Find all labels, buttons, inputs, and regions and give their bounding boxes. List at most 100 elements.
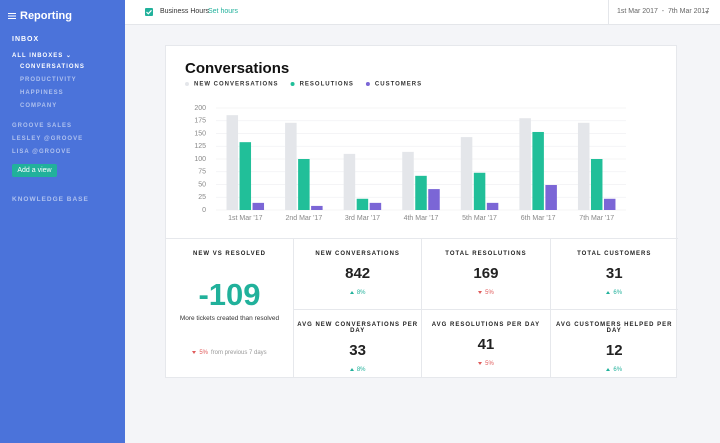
- bar: [473, 172, 486, 210]
- bar: [415, 175, 427, 210]
- y-tick-label: 25: [198, 194, 206, 201]
- stat-cell: AVG NEW CONVERSATIONS PER DAY 33 8%: [293, 309, 422, 378]
- bar: [486, 202, 499, 210]
- summary-cell: NEW VS RESOLVED -109 More tickets created …: [166, 238, 293, 378]
- x-tick-label: 2nd Mar '17: [285, 215, 322, 222]
- trend-arrow: [192, 350, 197, 354]
- bar: [311, 205, 323, 210]
- change: 6%: [551, 367, 678, 373]
- app-title: Reporting: [20, 10, 72, 22]
- inbox-filter-label: ALL INBOXES: [12, 53, 64, 59]
- change: 5% from previous 7 days: [166, 350, 293, 356]
- stat-value: 842: [345, 265, 371, 282]
- x-tick-label: 4th Mar '17: [404, 215, 439, 222]
- y-tick-label: 200: [194, 105, 206, 112]
- stat-label: AVG NEW CONVERSATIONS PER DAY: [297, 322, 419, 334]
- bar: [460, 137, 473, 210]
- legend-dot: [290, 82, 295, 86]
- bar: [285, 122, 297, 210]
- stat-cell: TOTAL RESOLUTIONS 169 5%: [421, 238, 550, 309]
- date-range[interactable]: 1st Mar 2017 - 7th Mar 2017: [617, 8, 710, 15]
- change-value: 6%: [613, 290, 623, 296]
- bar: [532, 131, 544, 210]
- date-caret[interactable]: [705, 11, 709, 14]
- summary-value: -109: [198, 277, 261, 312]
- inbox-group[interactable]: LESLEY @GROOVE: [12, 136, 84, 142]
- add-view-button[interactable]: Add a view: [12, 164, 57, 177]
- bar: [590, 159, 603, 210]
- knowledge-base[interactable]: KNOWLEDGE BASE: [12, 196, 89, 203]
- change-note: from previous 7 days: [210, 350, 267, 356]
- nav-item[interactable]: PRODUCTIVITY: [20, 77, 77, 83]
- stat-value: 31: [605, 265, 623, 282]
- change: 8%: [294, 290, 421, 296]
- bar: [356, 198, 369, 210]
- trend-arrow: [349, 367, 354, 371]
- stat-value: 12: [605, 342, 623, 359]
- change: 5%: [422, 361, 549, 367]
- change-value: 5%: [485, 290, 494, 296]
- sidebar: Reporting INBOX ALL INBOXES ⌄ CONVERSATI…: [0, 0, 125, 443]
- summary-caption: More tickets created than resolved: [179, 315, 280, 322]
- checkbox[interactable]: [145, 8, 153, 16]
- y-tick-label: 0: [202, 207, 206, 214]
- y-tick-label: 150: [194, 130, 206, 137]
- section-title: INBOX: [12, 36, 40, 43]
- bar: [545, 185, 557, 210]
- bar: [226, 115, 239, 210]
- bar: [369, 202, 382, 210]
- stat-cell: AVG CUSTOMERS HELPED PER DAY 12 6%: [549, 309, 678, 378]
- bar: [519, 118, 531, 210]
- nav-item[interactable]: COMPANY: [20, 103, 58, 109]
- nav-item[interactable]: HAPPINESS: [20, 90, 64, 96]
- trend-arrow: [478, 361, 483, 365]
- menu-icon[interactable]: [8, 12, 16, 20]
- change-value: 8%: [356, 290, 366, 296]
- stat-label: NEW CONVERSATIONS: [315, 251, 400, 257]
- legend-label: RESOLUTIONS: [300, 82, 354, 88]
- change-value: 8%: [356, 367, 366, 373]
- change-value: 5%: [485, 361, 494, 367]
- set-hours-link[interactable]: Set hours: [208, 8, 238, 15]
- bar: [428, 189, 440, 210]
- legend-label: CUSTOMERS: [375, 82, 422, 88]
- stat-value: 169: [473, 265, 499, 282]
- inbox-group[interactable]: GROOVE SALES: [12, 123, 73, 129]
- y-tick-label: 125: [194, 143, 206, 150]
- x-tick-label: 3rd Mar '17: [345, 215, 380, 222]
- y-tick-label: 100: [194, 156, 206, 163]
- bar: [603, 198, 616, 210]
- stat-value: 41: [477, 336, 495, 353]
- bar: [252, 202, 265, 210]
- stat-cell: TOTAL CUSTOMERS 31 6%: [549, 238, 678, 309]
- change: 5%: [422, 290, 549, 296]
- header: Business Hours Set hours 1st Mar 2017 - …: [125, 0, 720, 25]
- bar: [402, 151, 414, 210]
- checkbox-label: Business Hours: [160, 8, 210, 15]
- change: 6%: [551, 290, 678, 296]
- legend-dot: [365, 82, 370, 86]
- inbox-group[interactable]: LISA @GROOVE: [12, 149, 72, 155]
- x-tick-label: 7th Mar '17: [579, 215, 614, 222]
- chart: Conversations NEW CONVERSATIONS RESOLUTIO…: [185, 60, 626, 222]
- stat-label: AVG CUSTOMERS HELPED PER DAY: [556, 322, 673, 334]
- divider: [608, 0, 609, 24]
- report-card: Conversations NEW CONVERSATIONS RESOLUTIO…: [165, 45, 678, 378]
- bar: [298, 159, 310, 210]
- stat-cell: AVG RESOLUTIONS PER DAY 41 5%: [421, 309, 550, 378]
- trend-arrow: [606, 290, 611, 294]
- stat-value: 33: [349, 342, 366, 359]
- legend-label: NEW CONVERSATIONS: [194, 82, 279, 88]
- trend-arrow: [606, 367, 611, 371]
- x-tick-label: 5th Mar '17: [462, 215, 497, 222]
- nav-item[interactable]: CONVERSATIONS: [20, 64, 85, 70]
- trend-arrow: [349, 290, 354, 294]
- inbox-filter[interactable]: ALL INBOXES ⌄: [12, 53, 72, 59]
- stat-cell: NEW CONVERSATIONS 842 8%: [293, 238, 422, 309]
- x-tick-label: 6th Mar '17: [521, 215, 556, 222]
- trend-arrow: [478, 290, 483, 294]
- y-tick-label: 75: [198, 169, 206, 176]
- stat-label: TOTAL CUSTOMERS: [577, 251, 652, 257]
- change: 8%: [294, 367, 421, 373]
